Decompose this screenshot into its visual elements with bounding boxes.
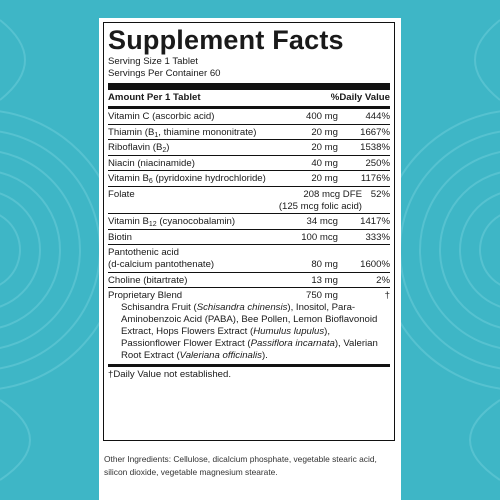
serving-size: Serving Size 1 Tablet xyxy=(108,56,198,67)
nutrient-amount: 20 mg xyxy=(311,173,338,185)
blend-dv: † xyxy=(384,290,390,302)
nutrient-amount: 34 mcg xyxy=(306,216,338,228)
proprietary-blend: Proprietary Blend 750 mg † Schisandra Fr… xyxy=(108,288,390,367)
nutrient-row-pantothenic-acid: Pantothenic acid (d-calcium pantothenate)… xyxy=(108,245,390,273)
nutrient-dv: 1600% xyxy=(360,258,390,270)
nutrient-name: Biotin xyxy=(108,231,132,243)
nutrient-dv: 52% xyxy=(370,188,390,200)
nutrient-row-vitamin-c: Vitamin C (ascorbic acid) 400 mg 444% xyxy=(108,109,390,125)
daily-value-footnote: †Daily Value not established. xyxy=(108,368,232,380)
nutrient-amount: 400 mg xyxy=(306,111,338,122)
blend-ingredient-text: ), Inositol, Para-Aminobenzoic Acid (PAB… xyxy=(121,302,378,337)
nutrient-amount: 40 mg xyxy=(311,157,338,169)
blend-ingredient-text: Schisandra chinensis xyxy=(196,302,288,314)
nutrient-dv: 444% xyxy=(365,111,390,122)
blend-ingredients: Schisandra Fruit (Schisandra chinensis),… xyxy=(108,302,390,362)
nutrient-amount: 80 mg xyxy=(311,258,338,270)
nutrient-row-folate: Folate 208 mcg DFE (125 mcg folic acid) 5… xyxy=(108,187,390,215)
nutrient-amount: 20 mg xyxy=(311,126,338,138)
supplement-facts-box: Supplement Facts Serving Size 1 Tablet S… xyxy=(103,22,395,441)
dv-header: %Daily Value xyxy=(330,92,390,103)
blend-ingredient-text: Passiflora incarnata xyxy=(250,337,335,349)
facts-title: Supplement Facts xyxy=(108,25,344,55)
nutrient-amount: 20 mg xyxy=(311,142,338,154)
blend-ingredient-text: Schisandra Fruit ( xyxy=(121,302,197,314)
nutrient-dv: 333% xyxy=(365,231,390,243)
servings-per-container: Servings Per Container 60 xyxy=(108,68,221,79)
nutrient-dv: 250% xyxy=(365,157,390,169)
nutrient-name: Niacin (niacinamide) xyxy=(108,157,195,169)
nutrient-name: Thiamin (B1, thiamine mononitrate) xyxy=(108,126,257,139)
nutrient-dv: 1538% xyxy=(360,142,390,154)
blend-ingredient-text: ). xyxy=(261,349,268,361)
blend-ingredient-text: Humulus lupulus xyxy=(253,325,325,337)
nutrient-dv: 2% xyxy=(376,274,390,286)
nutrient-row-vitamin-b12: Vitamin B12 (cyanocobalamin) 34 mcg 1417… xyxy=(108,214,390,230)
nutrient-name: Folate xyxy=(108,188,135,200)
amount-header: Amount Per 1 Tablet xyxy=(108,92,201,103)
blend-ingredient-text: ), Valerian Root Extract ( xyxy=(121,337,378,361)
blend-ingredient-text: Valeriana officinalis xyxy=(179,349,262,361)
nutrient-dv: 1176% xyxy=(360,173,390,185)
nutrient-row-riboflavin: Riboflavin (B2) 20 mg 1538% xyxy=(108,140,390,156)
header-divider xyxy=(108,106,390,109)
nutrient-row-biotin: Biotin 100 mcg 333% xyxy=(108,230,390,246)
nutrient-name: Vitamin C (ascorbic acid) xyxy=(108,111,215,122)
nutrient-dv: 1667% xyxy=(360,126,390,138)
nutrient-dv: 1417% xyxy=(360,216,390,228)
nutrient-row-niacin: Niacin (niacinamide) 40 mg 250% xyxy=(108,156,390,172)
nutrient-row-thiamin: Thiamin (B1, thiamine mononitrate) 20 mg… xyxy=(108,125,390,141)
nutrient-name: Vitamin B12 (cyanocobalamin) xyxy=(108,216,236,229)
blend-amount: 750 mg xyxy=(306,290,338,302)
nutrient-row-vitamin-b6: Vitamin B6 (pyridoxine hydrochloride) 20… xyxy=(108,171,390,187)
label-panel: Supplement Facts Serving Size 1 Tablet S… xyxy=(99,18,401,500)
nutrient-name: Choline (bitartrate) xyxy=(108,274,188,286)
nutrient-name: Riboflavin (B2) xyxy=(108,142,170,155)
blend-name: Proprietary Blend xyxy=(108,290,183,302)
nutrient-amount: 100 mcg xyxy=(301,231,338,243)
nutrient-amount: 208 mcg DFE (125 mcg folic acid) xyxy=(278,188,362,212)
nutrient-amount: 13 mg xyxy=(311,274,338,286)
thick-divider xyxy=(108,83,390,90)
nutrient-name: Pantothenic acid (d-calcium pantothenate) xyxy=(108,247,215,270)
other-ingredients: Other Ingredients: Cellulose, dicalcium … xyxy=(104,454,377,477)
column-header: Amount Per 1 Tablet %Daily Value xyxy=(108,90,390,106)
nutrient-name: Vitamin B6 (pyridoxine hydrochloride) xyxy=(108,173,266,186)
blend-ingredient-text: ), Passionflower Flower Extract ( xyxy=(121,325,331,349)
nutrient-row-choline: Choline (bitartrate) 13 mg 2% xyxy=(108,273,390,289)
